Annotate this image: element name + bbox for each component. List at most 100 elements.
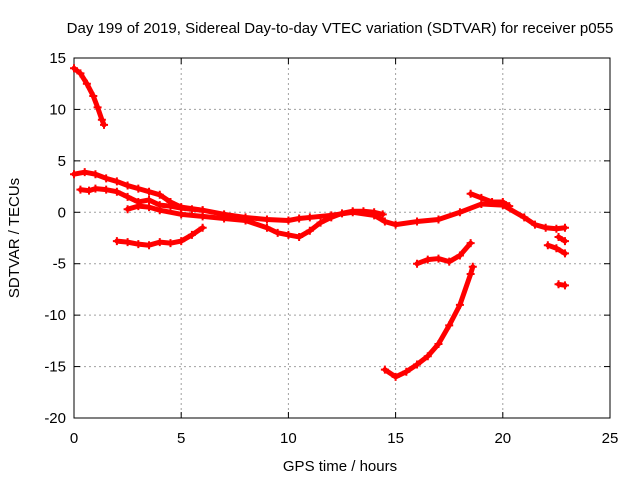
data-point (466, 239, 475, 248)
data-point (413, 360, 422, 369)
data-point (402, 367, 411, 376)
x-tick-label: 15 (387, 430, 404, 447)
data-point (530, 220, 539, 229)
data-point (552, 224, 561, 233)
data-point (455, 251, 464, 260)
data-point (80, 168, 89, 177)
data-point (166, 202, 175, 211)
y-axis-label: SDTVAR / TECUs (6, 178, 23, 298)
data-point (505, 202, 514, 211)
y-tick-label: 0 (58, 204, 66, 221)
data-point (413, 217, 422, 226)
data-point (85, 186, 94, 195)
series-arc-9 (543, 241, 569, 258)
series-arc-2 (70, 168, 569, 233)
data-point (560, 223, 569, 232)
data-point (145, 203, 154, 212)
data-point (552, 244, 561, 253)
y-tick-label: -5 (53, 256, 66, 273)
y-tick-label: -20 (44, 410, 66, 427)
grid (74, 58, 610, 418)
data-point (466, 270, 475, 278)
data-point (241, 216, 250, 225)
data-series (70, 64, 569, 381)
data-point (338, 209, 346, 218)
data-point (327, 213, 336, 222)
x-tick-label: 10 (280, 430, 297, 447)
data-point (177, 210, 186, 219)
data-point (560, 281, 569, 290)
series-trace (71, 65, 107, 128)
data-point (488, 198, 497, 206)
data-point (434, 254, 443, 263)
data-point (284, 216, 293, 225)
data-point (445, 321, 454, 330)
data-point (380, 365, 389, 374)
data-point (554, 280, 563, 289)
data-point (82, 79, 91, 88)
data-point (155, 190, 164, 199)
data-point (359, 207, 368, 216)
data-point (468, 262, 477, 271)
data-point (123, 181, 132, 190)
x-tick-label: 5 (177, 430, 185, 447)
data-point (198, 223, 207, 232)
data-point (155, 206, 164, 215)
series-arc-8 (466, 189, 514, 211)
data-point (70, 64, 78, 73)
data-point (455, 208, 464, 217)
data-point (91, 170, 100, 179)
data-point (370, 208, 379, 217)
series-arc-5 (112, 223, 207, 250)
data-point (100, 120, 109, 129)
series-arc-4 (123, 202, 387, 241)
data-point (520, 213, 529, 222)
data-point (70, 170, 78, 179)
data-point (134, 240, 143, 249)
series-arc-6 (413, 239, 475, 268)
data-point (295, 214, 304, 223)
data-point (348, 207, 357, 216)
x-tick-label: 25 (602, 430, 619, 447)
series-trace (414, 240, 474, 267)
series-arc-10 (554, 232, 569, 246)
y-tick-label: -10 (44, 307, 66, 324)
data-point (423, 352, 432, 361)
x-tick-label: 0 (70, 430, 78, 447)
data-point (423, 255, 432, 264)
data-point (187, 230, 196, 239)
data-point (112, 237, 121, 246)
y-tick-label: 5 (58, 153, 66, 170)
data-point (560, 237, 569, 246)
data-point (434, 215, 443, 224)
series-arc-11 (554, 280, 569, 290)
data-point (198, 212, 207, 221)
y-tick-label: 10 (49, 101, 66, 118)
series-trace (382, 264, 476, 380)
data-point (134, 202, 143, 211)
data-point (316, 218, 325, 227)
data-point (378, 210, 387, 219)
data-point (305, 226, 314, 235)
data-point (93, 103, 102, 112)
y-tick-label: 15 (49, 50, 66, 67)
data-point (477, 193, 486, 202)
chart-title: Day 199 of 2019, Sidereal Day-to-day VTE… (67, 20, 614, 37)
data-point (91, 184, 100, 193)
data-point (391, 372, 400, 381)
data-point (220, 214, 229, 223)
data-point (123, 192, 132, 201)
data-point (262, 223, 271, 232)
data-point (434, 339, 443, 348)
data-point (543, 241, 552, 250)
data-point (145, 241, 154, 250)
y-tick-label: -15 (44, 359, 66, 376)
data-point (295, 232, 304, 241)
data-point (273, 228, 282, 237)
data-point (123, 238, 132, 247)
data-point (466, 189, 475, 198)
data-point (284, 230, 293, 239)
data-point (155, 238, 164, 247)
x-tick-label: 20 (494, 430, 511, 447)
data-point (391, 220, 400, 229)
